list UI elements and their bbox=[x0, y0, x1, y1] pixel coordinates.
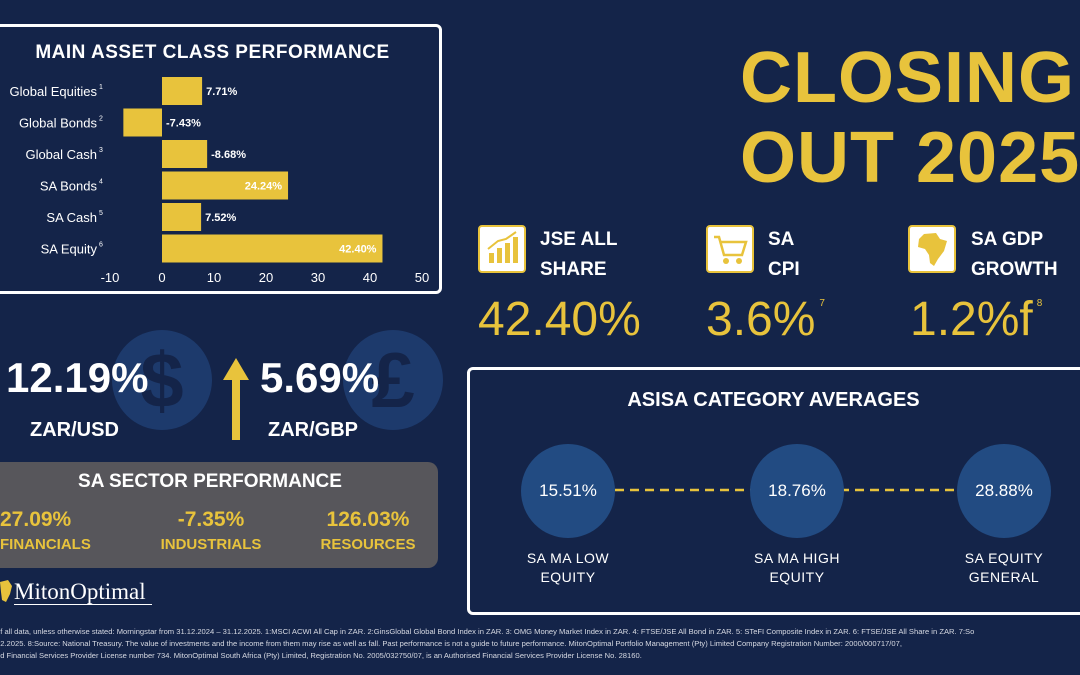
data-label-0: 7.71% bbox=[206, 86, 237, 98]
zar-gbp-value: 5.69% bbox=[260, 354, 380, 401]
stat-sup-cpi: 7 bbox=[819, 298, 825, 309]
x-tick-1: 0 bbox=[158, 270, 165, 285]
dollar-circle-icon: $ bbox=[112, 330, 212, 430]
chart-panel bbox=[0, 24, 442, 294]
x-tick-4: 30 bbox=[311, 270, 325, 285]
bar-0 bbox=[162, 77, 203, 105]
asisa-title: ASISA CATEGORY AVERAGES bbox=[627, 389, 920, 411]
zar-gbp-label: ZAR/GBP bbox=[268, 419, 358, 441]
category-label-3: SA Bonds bbox=[40, 179, 98, 194]
logo-mark-icon bbox=[0, 580, 12, 602]
bar-1 bbox=[123, 108, 162, 137]
asisa-value-equity-general: 28.88% bbox=[975, 481, 1033, 500]
bar-growth-icon bbox=[478, 225, 526, 273]
category-sup-5: 6 bbox=[99, 242, 103, 249]
up-arrow-icon bbox=[223, 358, 249, 440]
data-label-3: 24.24% bbox=[245, 181, 283, 193]
stat-value-gdp: 1.2%f 8 bbox=[910, 292, 1042, 347]
headline: CLOSING OUT 2025 bbox=[740, 38, 1080, 198]
sector-panel bbox=[0, 462, 438, 568]
asset-class-bar-chart: Global Equities 1 7.71% Global Bonds 2 -7.43%… bbox=[10, 77, 429, 285]
stat-label-cpi: SA CPI bbox=[768, 229, 800, 280]
bar-4 bbox=[162, 203, 202, 231]
stat-value-cpi-text: 3.6% bbox=[706, 293, 816, 346]
category-label-4: SA Cash bbox=[46, 210, 97, 225]
sector-title: SA SECTOR PERFORMANCE bbox=[78, 471, 342, 492]
shopping-cart-icon bbox=[706, 225, 754, 273]
stat-value-cpi: 3.6% 7 bbox=[706, 292, 825, 347]
headline-line-1: CLOSING bbox=[740, 38, 1076, 118]
category-sup-0: 1 bbox=[99, 84, 103, 91]
footer-line-1: of all data, unless otherwise stated: Mo… bbox=[0, 627, 975, 636]
logo-underline bbox=[14, 604, 152, 605]
headline-line-2: OUT 2025 bbox=[740, 118, 1080, 198]
asisa-circle-low-equity: 15.51% bbox=[521, 444, 615, 538]
footer-line-3: ed Financial Services Provider License n… bbox=[0, 651, 642, 660]
category-label-5: SA Equity bbox=[41, 242, 98, 257]
stat-label-jse: JSE ALL SHARE bbox=[540, 229, 618, 280]
category-sup-3: 4 bbox=[99, 179, 103, 186]
asisa-label-low-equity: SA MA LOW EQUITY bbox=[526, 550, 610, 585]
category-sup-1: 2 bbox=[99, 116, 103, 123]
asisa-label-equity-general: SA EQUITY GENERAL bbox=[964, 550, 1044, 585]
pound-symbol: £ bbox=[371, 336, 415, 424]
dollar-symbol: $ bbox=[140, 336, 184, 424]
bar-2 bbox=[162, 140, 208, 168]
category-label-2: Global Cash bbox=[25, 147, 97, 162]
chart-title: MAIN ASSET CLASS PERFORMANCE bbox=[35, 42, 390, 63]
footer-disclaimer: of all data, unless otherwise stated: Mo… bbox=[0, 626, 1080, 662]
asisa-panel bbox=[467, 367, 1080, 615]
africa-map-icon bbox=[908, 225, 956, 273]
category-label-1: Global Bonds bbox=[19, 116, 98, 131]
stat-value-jse-text: 42.40% bbox=[478, 293, 641, 346]
asisa-value-low-equity: 15.51% bbox=[539, 481, 597, 500]
data-label-1: -7.43% bbox=[166, 118, 201, 130]
data-label-5: 42.40% bbox=[339, 244, 377, 256]
asisa-circle-high-equity: 18.76% bbox=[750, 444, 844, 538]
x-tick-3: 20 bbox=[259, 270, 273, 285]
zar-usd-value: 12.19% bbox=[6, 354, 149, 401]
x-tick-2: 10 bbox=[207, 270, 221, 285]
category-sup-2: 3 bbox=[99, 147, 103, 154]
footer-line-2: 12.2025. 8:Source: National Treasury. Th… bbox=[0, 639, 902, 648]
sector-value-industrials: -7.35% bbox=[177, 508, 245, 531]
category-sup-4: 5 bbox=[99, 210, 103, 217]
sector-label-resources: RESOURCES bbox=[320, 536, 416, 553]
logo-text: MitonOptimal bbox=[14, 579, 146, 604]
pound-circle-icon: £ bbox=[343, 330, 443, 430]
asisa-label-high-equity: SA MA HIGH EQUITY bbox=[754, 550, 840, 585]
sector-label-financials: FINANCIALS bbox=[0, 536, 91, 553]
sector-value-financials: 27.09% bbox=[0, 508, 72, 531]
category-label-0: Global Equities bbox=[10, 84, 98, 99]
zar-usd-label: ZAR/USD bbox=[30, 419, 119, 441]
sector-label-industrials: INDUSTRIALS bbox=[160, 536, 262, 553]
asisa-circle-equity-general: 28.88% bbox=[957, 444, 1051, 538]
data-label-4: 7.52% bbox=[205, 212, 236, 224]
x-tick-0: -10 bbox=[101, 270, 120, 285]
bar-3 bbox=[162, 171, 289, 200]
stat-label-gdp: SA GDP GROWTH bbox=[971, 229, 1058, 280]
sector-value-resources: 126.03% bbox=[326, 508, 410, 531]
x-tick-5: 40 bbox=[363, 270, 377, 285]
bar-5 bbox=[162, 234, 383, 263]
data-label-2: -8.68% bbox=[211, 149, 246, 161]
x-tick-6: 50 bbox=[415, 270, 429, 285]
stat-value-jse: 42.40% bbox=[478, 292, 641, 347]
asisa-value-high-equity: 18.76% bbox=[768, 481, 826, 500]
stat-value-gdp-text: 1.2%f bbox=[910, 293, 1033, 346]
stat-sup-gdp: 8 bbox=[1036, 298, 1043, 309]
